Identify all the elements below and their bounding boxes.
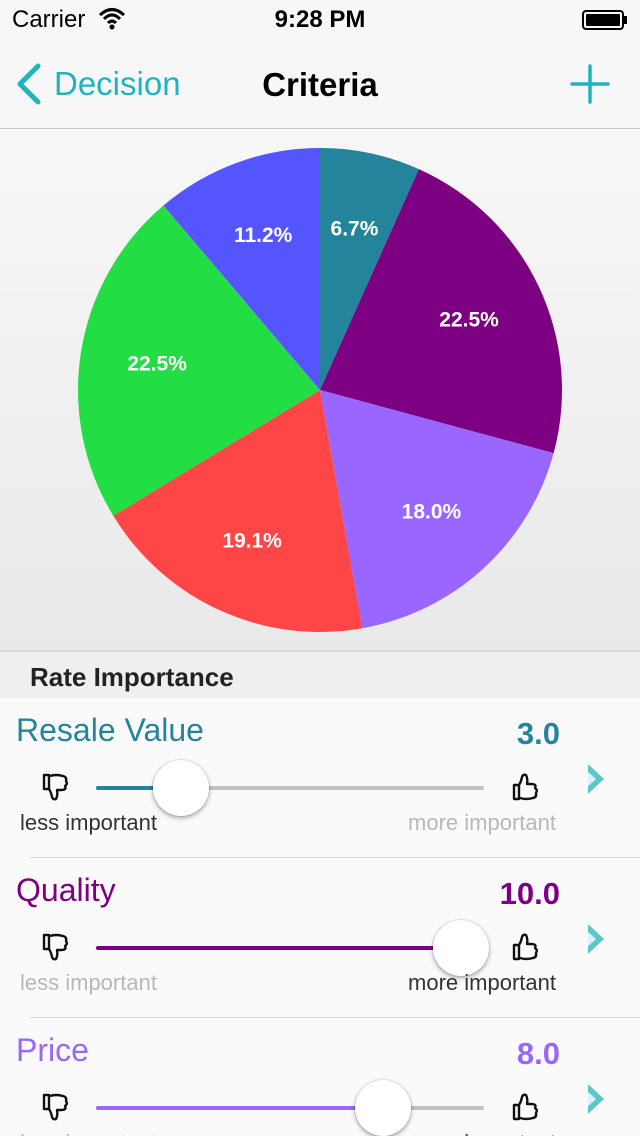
criterion-row: Quality 10.0 less important more importa… [0, 858, 640, 1018]
section-header: Rate Importance [0, 650, 640, 700]
slider-knob[interactable] [153, 760, 210, 816]
add-icon[interactable] [568, 62, 612, 106]
chevron-right-icon[interactable] [584, 922, 608, 956]
row-separator [30, 1017, 640, 1018]
importance-slider[interactable] [96, 760, 484, 816]
pie-slice-label: 11.2% [234, 224, 293, 247]
criterion-score: 3.0 [516, 716, 560, 751]
back-button[interactable]: Decision [14, 62, 181, 106]
more-important-label: more important [408, 1130, 556, 1136]
less-important-label: less important [20, 1130, 157, 1136]
slider-fill [96, 946, 461, 950]
pie-slice [320, 148, 419, 390]
criteria-pie-chart: 6.7% 22.5% 18.0% 19.1% 22.5% 11.2% [0, 129, 640, 650]
pie-slice [320, 169, 562, 454]
wifi-icon [98, 8, 126, 30]
battery-icon [582, 10, 627, 30]
section-header-label: Rate Importance [30, 662, 234, 692]
slider-knob[interactable] [432, 920, 489, 976]
pie-slice-label: 19.1% [222, 529, 282, 552]
more-important-label: more important [408, 810, 556, 835]
chevron-right-icon[interactable] [584, 762, 608, 796]
pie-chart-svg: 6.7% 22.5% 18.0% 19.1% 22.5% 11.2% [78, 148, 562, 632]
thumbs-down-icon[interactable] [40, 1092, 70, 1122]
criterion-score: 10.0 [499, 876, 560, 911]
less-important-label: less important [20, 810, 157, 835]
thumbs-down-icon[interactable] [40, 932, 70, 962]
pie-slice [113, 390, 363, 632]
chevron-left-icon [17, 63, 41, 105]
thumbs-down-icon[interactable] [40, 772, 70, 802]
status-bar: Carrier 9:28 PM [0, 0, 640, 40]
pie-slice [320, 390, 554, 629]
back-button-label: Decision [54, 65, 181, 102]
criterion-row: Resale Value 3.0 less important more imp… [0, 698, 640, 858]
importance-slider[interactable] [96, 920, 489, 976]
pie-slice [163, 148, 320, 390]
carrier-label: Carrier [12, 6, 86, 33]
pie-slice-label: 22.5% [439, 308, 499, 331]
clock: 9:28 PM [274, 6, 366, 33]
criterion-name: Resale Value [16, 712, 204, 748]
criterion-score: 8.0 [516, 1036, 560, 1071]
thumbs-up-icon[interactable] [510, 932, 540, 962]
criterion-name: Price [16, 1032, 89, 1068]
pie-slice [78, 205, 320, 516]
less-important-label: less important [20, 970, 157, 995]
importance-slider[interactable] [96, 1080, 484, 1136]
slider-knob[interactable] [355, 1080, 412, 1136]
slider-fill [96, 1106, 384, 1110]
row-separator [30, 857, 640, 858]
pie-slice-label: 18.0% [402, 501, 462, 524]
thumbs-up-icon[interactable] [510, 1092, 540, 1122]
pie-slice-label: 6.7% [331, 218, 379, 241]
pie-slice-label: 22.5% [127, 353, 187, 376]
criteria-list: Resale Value 3.0 less important more imp… [0, 698, 640, 1136]
chevron-right-icon[interactable] [584, 1082, 608, 1116]
navigation-bar: Decision Criteria [0, 40, 640, 129]
more-important-label: more important [408, 970, 556, 995]
criterion-name: Quality [16, 872, 116, 908]
slider-fill [96, 786, 182, 790]
thumbs-up-icon[interactable] [510, 772, 540, 802]
criterion-row: Price 8.0 less important more important [0, 1018, 640, 1136]
